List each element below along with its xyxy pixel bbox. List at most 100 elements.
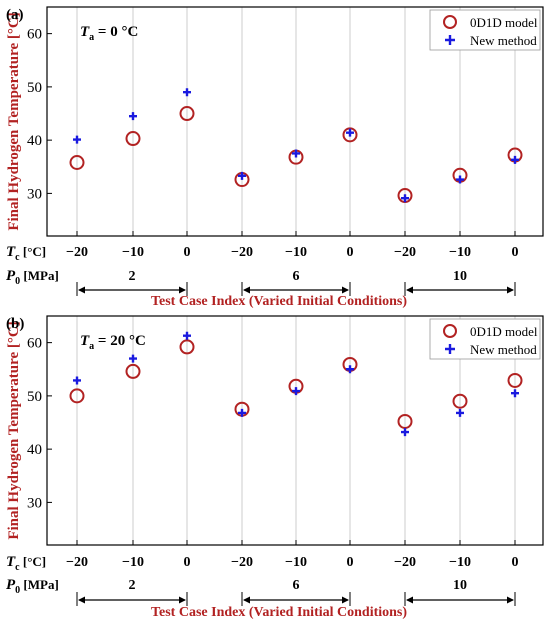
tc-category-label: −20 [66, 555, 88, 570]
tc-category-label: −20 [231, 245, 253, 260]
p0-row-label: P0 [MPa] [6, 268, 59, 287]
plot-frame [46, 315, 544, 546]
bracket-arrowhead [507, 596, 514, 604]
y-tick-label: 40 [27, 442, 42, 458]
tc-category-label: −10 [285, 245, 307, 260]
p0-unit: [MPa] [20, 268, 59, 283]
tc-category-label: −10 [449, 245, 471, 260]
tc-row-label: Tc [°C] [6, 244, 46, 263]
bracket-arrowhead [342, 286, 349, 294]
data-point-0d1d-model [69, 388, 85, 404]
tc-subscript: c [15, 252, 20, 263]
tc-category-label: −20 [394, 245, 416, 260]
tc-category-label: −20 [394, 555, 416, 570]
pressure-group-label: 6 [293, 269, 300, 284]
pressure-group-label: 6 [293, 578, 300, 593]
tc-symbol: T [6, 244, 16, 260]
data-point-0d1d-model [452, 393, 468, 409]
tc-category-label: 0 [512, 555, 519, 570]
p0-symbol: P [6, 268, 16, 284]
legend-label-0d1d-model: 0D1D model [470, 15, 538, 30]
bracket-arrowhead [342, 596, 349, 604]
tc-symbol: T [6, 554, 16, 570]
legend: 0D1D model New method [429, 9, 541, 51]
annotation-subscript: a [89, 32, 94, 43]
bracket-arrowhead [179, 286, 186, 294]
pressure-group-label: 10 [453, 269, 467, 284]
y-axis-label: Final Hydrogen Temperature [°C] [6, 12, 22, 230]
data-point-new-method [183, 331, 191, 340]
data-point-0d1d-model [397, 413, 413, 429]
tc-category-label: −10 [285, 555, 307, 570]
bracket-arrowhead [243, 286, 250, 294]
data-point-0d1d-model [179, 339, 195, 355]
legend-label-0d1d-model: 0D1D model [470, 324, 538, 339]
data-point-new-method [238, 408, 246, 417]
tc-unit: [°C] [20, 554, 47, 569]
p0-row-label: P0 [MPa] [6, 577, 59, 596]
data-point-new-method [292, 387, 300, 396]
legend-marker-0d1d-model [443, 15, 457, 29]
data-point-new-method [401, 428, 409, 437]
data-point-0d1d-model [342, 127, 358, 143]
tc-category-label: −20 [231, 555, 253, 570]
annotation-symbol: T [80, 24, 90, 40]
data-point-new-method [73, 376, 81, 385]
data-point-new-method [401, 194, 409, 203]
x-axis-label: Test Case Index (Varied Initial Conditio… [151, 605, 407, 620]
annotation-symbol: T [80, 333, 90, 349]
data-point-new-method [73, 135, 81, 144]
panel-label: (b) [6, 316, 24, 332]
bracket-arrowhead [78, 596, 85, 604]
annotation-subscript: a [89, 341, 94, 352]
y-tick-label: 30 [27, 495, 42, 511]
data-point-new-method [129, 354, 137, 363]
y-tick-label: 30 [27, 186, 42, 202]
data-point-new-method [183, 88, 191, 97]
tc-category-label: 0 [512, 245, 519, 260]
ambient-temperature-annotation: Ta = 0 °C [80, 24, 138, 43]
bracket-arrowhead [507, 286, 514, 294]
data-point-0d1d-model [125, 131, 141, 147]
p0-symbol: P [6, 577, 16, 593]
legend: 0D1D model New method [429, 318, 541, 360]
legend-marker-new-method [445, 344, 455, 354]
plot-frame [46, 6, 544, 237]
p0-subscript: 0 [15, 276, 20, 287]
tc-category-label: 0 [184, 245, 191, 260]
y-axis-label: Final Hydrogen Temperature [°C] [6, 321, 22, 539]
data-point-new-method [511, 389, 519, 398]
y-tick-label: 40 [27, 133, 42, 149]
data-point-new-method [346, 128, 354, 137]
legend-marker-new-method [445, 35, 455, 45]
tc-category-label: −10 [122, 555, 144, 570]
tc-category-label: 0 [347, 555, 354, 570]
tc-category-label: −10 [122, 245, 144, 260]
bracket-arrowhead [243, 596, 250, 604]
legend-label-new-method: New method [470, 33, 537, 48]
data-point-new-method [456, 408, 464, 417]
tc-unit: [°C] [20, 244, 47, 259]
pressure-group-label: 10 [453, 578, 467, 593]
tc-category-label: −20 [66, 245, 88, 260]
y-tick-label: 50 [27, 80, 42, 96]
p0-unit: [MPa] [20, 577, 59, 592]
tc-category-label: −10 [449, 555, 471, 570]
x-axis-label: Test Case Index (Varied Initial Conditio… [151, 294, 407, 309]
tc-category-label: 0 [347, 245, 354, 260]
y-tick-label: 60 [27, 27, 42, 43]
panel-label: (a) [6, 7, 24, 23]
legend-marker-0d1d-model [443, 324, 457, 338]
data-point-new-method [129, 112, 137, 121]
data-point-0d1d-model [69, 155, 85, 171]
annotation-value: = 0 °C [94, 24, 138, 40]
bracket-arrowhead [406, 286, 413, 294]
data-point-0d1d-model [507, 372, 523, 388]
data-point-new-method [456, 175, 464, 184]
data-point-new-method [511, 155, 519, 164]
y-tick-label: 60 [27, 336, 42, 352]
p0-subscript: 0 [15, 585, 20, 596]
pressure-group-label: 2 [129, 578, 136, 593]
